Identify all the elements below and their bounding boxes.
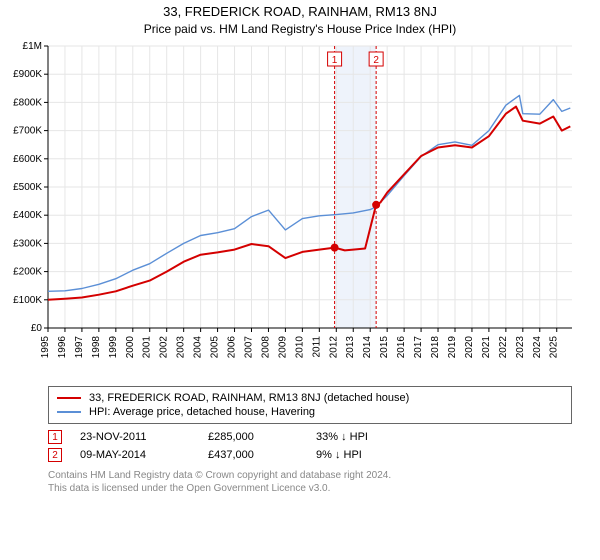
page-subtitle: Price paid vs. HM Land Registry's House … [0, 19, 600, 40]
event-key: 1 [48, 430, 62, 444]
svg-text:£600K: £600K [13, 154, 42, 165]
page-title: 33, FREDERICK ROAD, RAINHAM, RM13 8NJ [0, 0, 600, 19]
svg-text:2022: 2022 [498, 336, 509, 359]
svg-text:2003: 2003 [176, 336, 187, 359]
svg-text:2000: 2000 [125, 336, 136, 359]
svg-text:2002: 2002 [159, 336, 170, 359]
svg-text:£500K: £500K [13, 182, 42, 193]
svg-text:2019: 2019 [447, 336, 458, 359]
legend-row: 33, FREDERICK ROAD, RAINHAM, RM13 8NJ (d… [57, 391, 563, 405]
event-row: 1 23-NOV-2011 £285,000 33% ↓ HPI [48, 428, 572, 446]
event-note: 33% ↓ HPI [316, 431, 436, 443]
event-date: 09-MAY-2014 [80, 449, 190, 461]
event-price: £285,000 [208, 431, 298, 443]
price-chart: £0 £100K £200K £300K £400K £500K £600K £700K £80… [0, 40, 600, 380]
svg-text:2024: 2024 [532, 336, 543, 359]
legend-label: HPI: Average price, detached house, Have… [89, 406, 315, 418]
svg-text:£800K: £800K [13, 97, 42, 108]
svg-text:2018: 2018 [430, 336, 441, 359]
svg-text:2011: 2011 [311, 336, 322, 358]
svg-text:1996: 1996 [57, 336, 68, 359]
svg-text:£100K: £100K [13, 295, 42, 306]
legend: 33, FREDERICK ROAD, RAINHAM, RM13 8NJ (d… [48, 386, 572, 424]
svg-text:£700K: £700K [13, 126, 42, 137]
svg-text:1997: 1997 [74, 336, 85, 359]
svg-text:2023: 2023 [515, 336, 526, 359]
svg-text:2006: 2006 [227, 336, 238, 359]
svg-text:£900K: £900K [13, 69, 42, 80]
legend-label: 33, FREDERICK ROAD, RAINHAM, RM13 8NJ (d… [89, 392, 409, 404]
svg-text:2014: 2014 [362, 336, 373, 359]
attribution-line: This data is licensed under the Open Gov… [48, 483, 572, 496]
svg-text:2010: 2010 [294, 336, 305, 359]
event-row: 2 09-MAY-2014 £437,000 9% ↓ HPI [48, 446, 572, 464]
svg-text:2: 2 [373, 55, 379, 66]
svg-text:£0: £0 [31, 323, 43, 334]
legend-row: HPI: Average price, detached house, Have… [57, 405, 563, 419]
legend-swatch [57, 411, 81, 413]
event-key: 2 [48, 448, 62, 462]
svg-text:2020: 2020 [464, 336, 475, 359]
event-date: 23-NOV-2011 [80, 431, 190, 443]
svg-text:2007: 2007 [243, 336, 254, 359]
event-price: £437,000 [208, 449, 298, 461]
svg-text:1: 1 [332, 55, 338, 66]
svg-text:2013: 2013 [345, 336, 356, 359]
svg-text:1999: 1999 [108, 336, 119, 359]
svg-text:£200K: £200K [13, 267, 42, 278]
svg-text:1995: 1995 [40, 336, 51, 359]
svg-text:2016: 2016 [396, 336, 407, 359]
chart-svg: £0 £100K £200K £300K £400K £500K £600K £700K £80… [0, 40, 600, 380]
svg-text:£300K: £300K [13, 238, 42, 249]
attribution-line: Contains HM Land Registry data © Crown c… [48, 470, 572, 483]
svg-text:2005: 2005 [210, 336, 221, 359]
svg-text:£400K: £400K [13, 210, 42, 221]
legend-swatch [57, 397, 81, 399]
svg-text:2015: 2015 [379, 336, 390, 359]
svg-text:2017: 2017 [413, 336, 424, 359]
svg-text:2025: 2025 [549, 336, 560, 359]
svg-text:2009: 2009 [277, 336, 288, 359]
event-table: 1 23-NOV-2011 £285,000 33% ↓ HPI 2 09-MAY-201… [48, 428, 572, 464]
svg-text:2004: 2004 [193, 336, 204, 359]
svg-text:2021: 2021 [481, 336, 492, 359]
svg-text:2008: 2008 [260, 336, 271, 359]
event-note: 9% ↓ HPI [316, 449, 436, 461]
svg-text:2012: 2012 [328, 336, 339, 359]
attribution: Contains HM Land Registry data © Crown c… [48, 470, 572, 495]
svg-text:1998: 1998 [91, 336, 102, 359]
svg-text:£1M: £1M [23, 41, 42, 52]
svg-text:2001: 2001 [142, 336, 153, 359]
